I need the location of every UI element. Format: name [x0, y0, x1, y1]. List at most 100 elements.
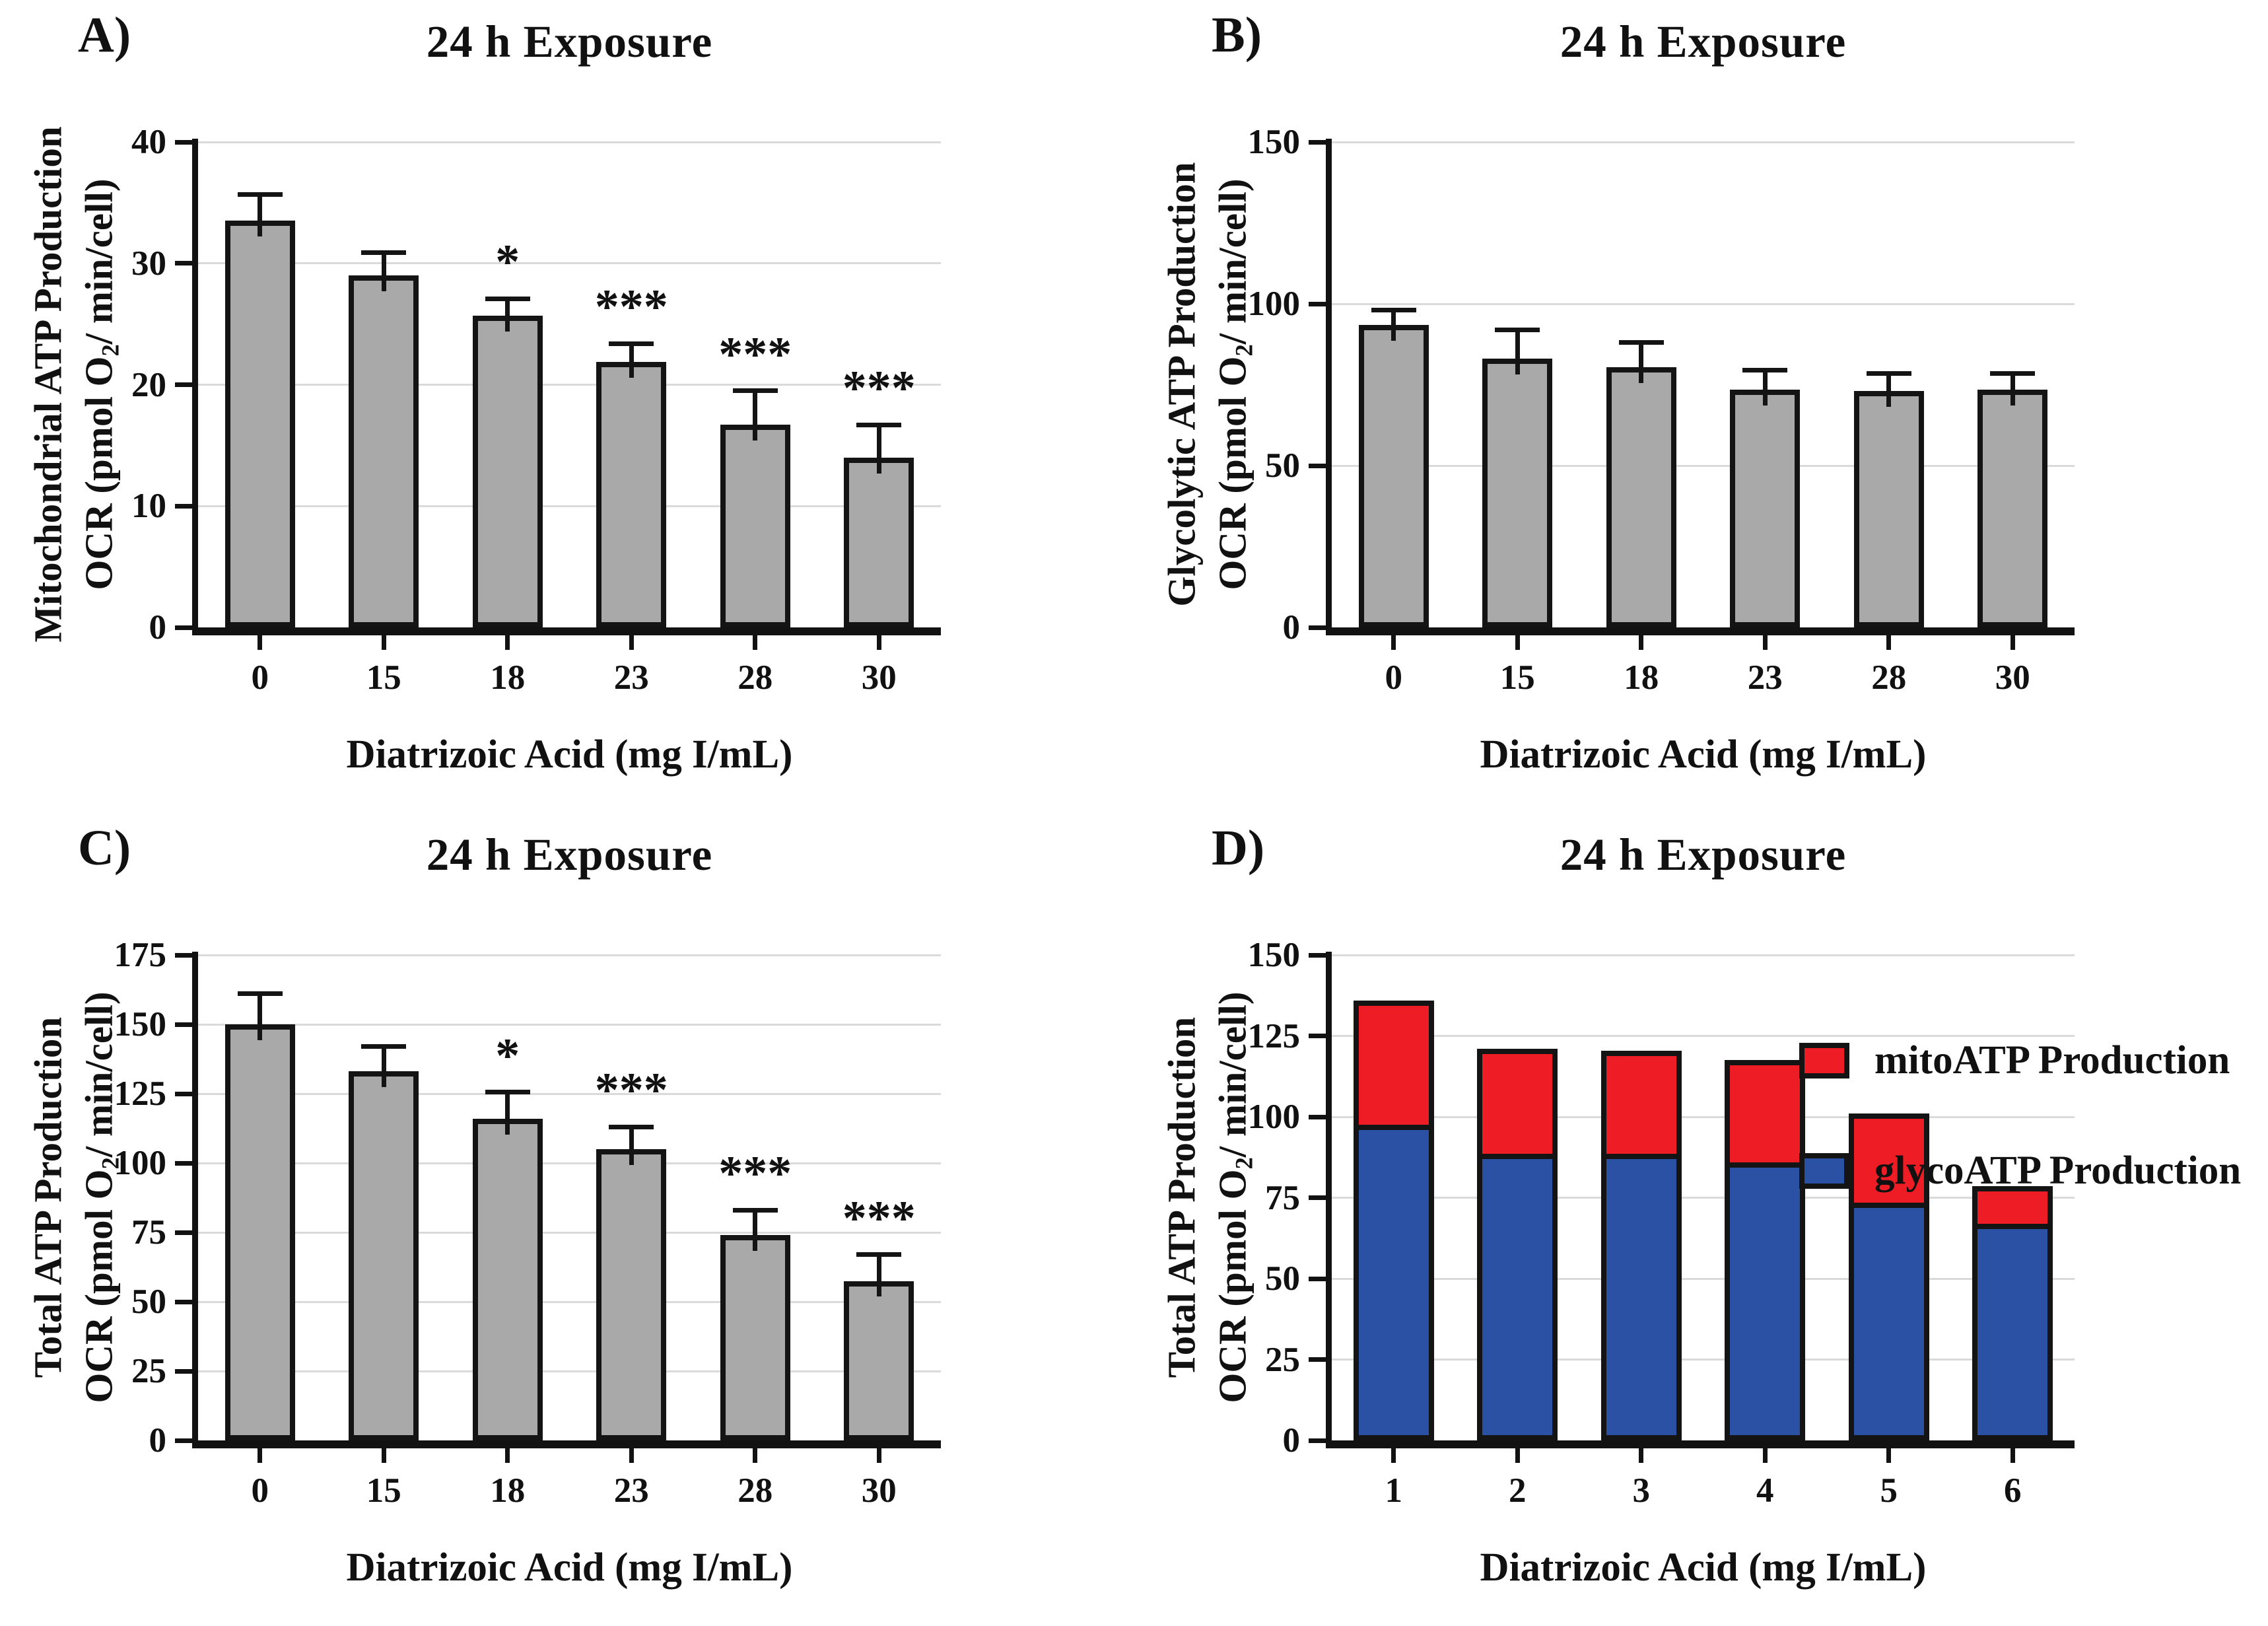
- panel-c-plot-area: 0 25 50 75 100 125 150 175 0 15 18 * 23 *** 28 *** 30 ***: [114, 936, 941, 1510]
- y-gridline: [198, 1231, 941, 1234]
- y-axis-label-line1: Glycolytic ATP Production: [1159, 162, 1204, 607]
- y-tick-label: 150: [1247, 123, 1301, 161]
- x-tick-label: 0: [1385, 658, 1403, 697]
- bar: [224, 1024, 295, 1440]
- bar: [1606, 367, 1676, 627]
- error-bar: [1515, 330, 1520, 375]
- y-gridline: [1332, 141, 2075, 143]
- error-bar-cap: [1495, 327, 1540, 332]
- x-tick-mark: [1762, 635, 1768, 650]
- y-tick-mark: [1309, 1195, 1326, 1200]
- x-tick-label: 2: [1509, 1471, 1527, 1510]
- y-tick-mark: [175, 1368, 192, 1374]
- x-tick-mark: [1639, 1448, 1644, 1463]
- y-axis-label-line1: Total ATP Production: [26, 1016, 70, 1378]
- y-tick-label: 25: [1265, 1340, 1300, 1379]
- bar: [1853, 391, 1924, 627]
- x-tick-label: 15: [366, 658, 401, 697]
- bar: [1358, 324, 1429, 627]
- bar: [472, 315, 543, 627]
- error-bar-cap: [1866, 371, 1911, 376]
- x-tick-mark: [1639, 635, 1644, 650]
- panel-c-x-axis-title: Diatrizoic Acid (mg I/mL): [346, 1545, 793, 1590]
- y-gridline: [198, 141, 941, 143]
- y-gridline: [198, 1300, 941, 1303]
- bar: [1977, 389, 2048, 627]
- y-tick-mark: [175, 1160, 192, 1166]
- significance-stars: ***: [718, 327, 792, 382]
- error-bar: [1886, 373, 1892, 407]
- y-tick-mark: [175, 1022, 192, 1027]
- y-tick-mark: [175, 503, 192, 509]
- error-bar: [1639, 342, 1644, 383]
- y-tick-label: 50: [131, 1283, 166, 1321]
- panel-letter-a: A): [78, 7, 131, 63]
- y-axis-line: [1326, 139, 1332, 635]
- y-axis-label-line2: OCR (pmol O2/ min/cell): [1210, 178, 1258, 590]
- error-bar-cap: [237, 192, 283, 197]
- legend-item: mitoATP Production: [1799, 1038, 2230, 1084]
- y-tick-label: 0: [149, 1421, 167, 1460]
- subscript: 2: [96, 344, 124, 357]
- y-tick-label: 40: [131, 123, 166, 161]
- significance-stars: ***: [718, 1147, 792, 1201]
- y-tick-label: 0: [1282, 608, 1301, 647]
- x-tick-label: 1: [1385, 1471, 1403, 1510]
- x-tick-label: 23: [1747, 658, 1783, 697]
- bar: [349, 1071, 419, 1440]
- error-bar: [629, 343, 634, 378]
- error-bar-cap: [1742, 367, 1788, 372]
- x-tick-label: 30: [861, 1471, 897, 1510]
- x-tick-mark: [381, 635, 386, 650]
- x-tick-mark: [629, 1448, 634, 1463]
- x-tick-label: 3: [1632, 1471, 1651, 1510]
- x-tick-mark: [258, 635, 263, 650]
- error-bar-cap: [609, 341, 654, 346]
- bar-segment-mito: [1972, 1186, 2053, 1224]
- x-tick-label: 4: [1756, 1471, 1774, 1510]
- x-tick-label: 15: [1499, 658, 1535, 697]
- y-tick-mark: [1309, 1438, 1326, 1443]
- bar: [224, 221, 295, 627]
- panel-d-title: 24 h Exposure: [1560, 830, 1847, 880]
- y-tick-label: 20: [131, 365, 166, 404]
- y-tick-mark: [175, 139, 192, 145]
- x-axis-line: [192, 627, 941, 635]
- y-tick-mark: [175, 1299, 192, 1304]
- legend-label: mitoATP Production: [1874, 1038, 2230, 1082]
- panel-b-x-axis-title: Diatrizoic Acid (mg I/mL): [1480, 732, 1927, 777]
- bar: [720, 1235, 790, 1440]
- x-tick-mark: [381, 1448, 386, 1463]
- error-bar-cap: [1618, 340, 1664, 345]
- error-bar-cap: [732, 388, 778, 394]
- bar-segment-glyco: [1725, 1162, 1806, 1440]
- subscript: 2: [1230, 1157, 1258, 1170]
- error-bar: [1762, 370, 1768, 406]
- legend-swatch-glyco: [1799, 1153, 1849, 1189]
- significance-stars: *: [495, 1028, 520, 1083]
- x-tick-label: 18: [490, 658, 526, 697]
- x-tick-mark: [1391, 1448, 1396, 1463]
- y-gridline: [1332, 1035, 2075, 1037]
- y-gridline: [198, 505, 941, 507]
- x-axis-line: [192, 1440, 941, 1448]
- error-bar: [258, 993, 263, 1040]
- y-tick-label: 75: [131, 1213, 166, 1252]
- y-gridline: [198, 1370, 941, 1372]
- x-tick-mark: [258, 1448, 263, 1463]
- y-tick-label: 50: [1265, 446, 1300, 485]
- y-tick-label: 175: [114, 936, 167, 974]
- x-tick-label: 0: [251, 658, 269, 697]
- bar-segment-glyco: [1477, 1154, 1558, 1440]
- error-bar: [505, 1092, 510, 1135]
- panel-c-y-axis-label: Total ATP Production OCR (pmol O2/ min/c…: [22, 992, 135, 1403]
- y-gridline: [1332, 1359, 2075, 1361]
- error-bar: [876, 1254, 881, 1297]
- x-tick-mark: [876, 1448, 881, 1463]
- y-tick-mark: [1309, 1357, 1326, 1362]
- y-tick-label: 30: [131, 244, 166, 283]
- legend-swatch-mito: [1799, 1043, 1849, 1078]
- y-tick-mark: [1309, 952, 1326, 958]
- bar: [844, 1281, 914, 1440]
